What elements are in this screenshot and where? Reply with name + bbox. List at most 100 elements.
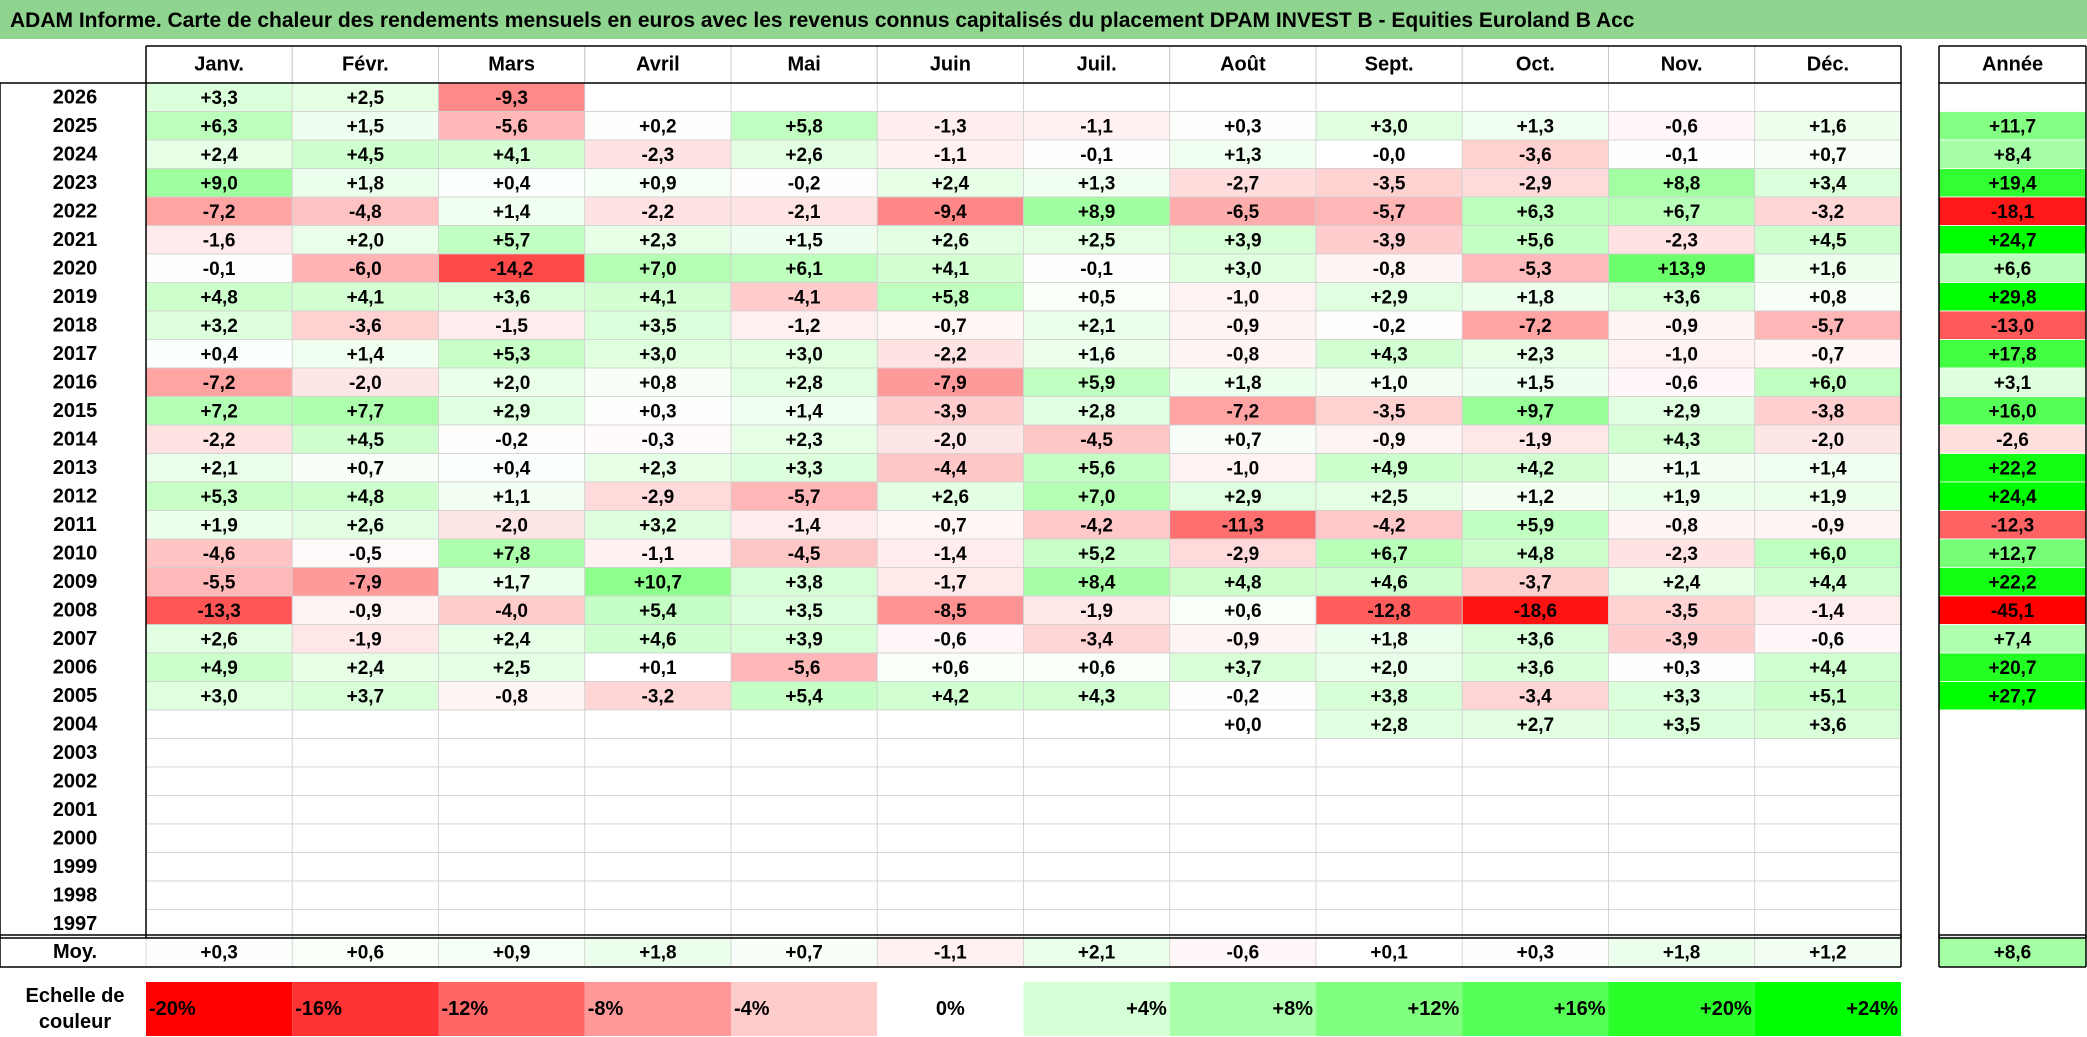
heatmap-cell: [730, 196, 878, 226]
heatmap-cell-label: -0,9: [1227, 629, 1260, 650]
heatmap-cell-label: +1,1: [1663, 458, 1701, 479]
heatmap-cell: [145, 253, 293, 283]
heatmap-cell: [876, 339, 1024, 369]
scale-tick-label: -20%: [149, 998, 196, 1020]
row-year-label: 2009: [53, 571, 98, 593]
heatmap-cell-label: -0,0: [1373, 145, 1406, 166]
heatmap-cell-label: +4,5: [347, 145, 385, 166]
row-year-label: 2007: [53, 628, 98, 650]
heatmap-cell-label: +7,0: [639, 259, 677, 280]
heatmap-cell-label: +2,7: [1517, 715, 1555, 736]
annual-cell: [1938, 880, 2087, 910]
heatmap-cell-label: +2,4: [347, 658, 385, 679]
heatmap-cell: [730, 538, 878, 568]
heatmap-cell: [1461, 139, 1609, 169]
month-header-label: Mars: [488, 54, 535, 76]
average-cell: [438, 936, 586, 968]
heatmap-cell: [1169, 852, 1317, 882]
row-year-label: 2017: [53, 343, 98, 365]
heatmap-cell-label: -4,2: [1080, 515, 1113, 536]
heatmap-cell: [730, 367, 878, 397]
heatmap-cell-label: +3,9: [785, 629, 823, 650]
heatmap-cell: [730, 111, 878, 141]
heatmap-cell: [1608, 510, 1756, 540]
heatmap-cell-label: +2,6: [347, 515, 385, 536]
heatmap-cell-label: +5,3: [200, 487, 238, 508]
heatmap-cell-label: -4,6: [203, 544, 236, 565]
heatmap-cell: [1023, 339, 1171, 369]
scale-tick-label: -16%: [295, 998, 342, 1020]
heatmap-cell: [730, 624, 878, 654]
heatmap-cell: [145, 367, 293, 397]
scale-swatch: [1169, 982, 1316, 1036]
row-year-label: 2001: [53, 799, 98, 821]
heatmap-cell-label: -3,9: [934, 401, 967, 422]
heatmap-cell-label: +4,6: [639, 629, 677, 650]
heatmap-cell: [291, 367, 439, 397]
heatmap-cell-label: +6,0: [1809, 544, 1847, 565]
heatmap-cell: [1023, 709, 1171, 739]
heatmap-cell: [1461, 880, 1609, 910]
heatmap-cell: [1754, 624, 1902, 654]
heatmap-cell: [1315, 795, 1463, 825]
annual-cell-label: +22,2: [1988, 572, 2036, 593]
heatmap-cell: [1315, 909, 1463, 939]
annual-cell: [1938, 909, 2087, 939]
heatmap-cell-label: +0,7: [1224, 430, 1262, 451]
heatmap-cell-label: +2,5: [1078, 230, 1116, 251]
heatmap-cell: [1754, 139, 1902, 169]
heatmap-cell-label: +2,9: [1224, 487, 1262, 508]
heatmap-cell: [1608, 196, 1756, 226]
heatmap-cell: [438, 766, 586, 796]
heatmap-cell-label: -0,1: [1080, 259, 1113, 280]
heatmap-cell-label: +3,8: [785, 572, 823, 593]
heatmap-cell: [145, 111, 293, 141]
heatmap-cell: [730, 310, 878, 340]
heatmap-cell: [1608, 909, 1756, 939]
heatmap-cell: [876, 852, 1024, 882]
heatmap-cell: [1023, 823, 1171, 853]
heatmap-cell-label: -3,5: [1373, 173, 1406, 194]
heatmap-cell-label: +2,5: [1370, 487, 1408, 508]
heatmap-cell-label: +3,2: [639, 515, 677, 536]
annual-cell: [1938, 709, 2087, 739]
heatmap-cell-label: -3,5: [1665, 601, 1698, 622]
row-year-label: 2008: [53, 599, 98, 621]
heatmap-cell-label: +7,0: [1078, 487, 1116, 508]
heatmap-cell-label: +6,7: [1663, 202, 1701, 223]
heatmap-cell-label: -4,1: [788, 287, 821, 308]
heatmap-cell-label: +1,8: [1517, 287, 1555, 308]
heatmap-cell-label: -0,8: [1665, 515, 1698, 536]
average-cell: [1023, 936, 1171, 968]
heatmap-cell-label: +3,6: [1809, 715, 1847, 736]
heatmap-cell-label: -5,5: [203, 572, 236, 593]
heatmap-cell-label: +0,1: [639, 658, 677, 679]
average-cell: [291, 936, 439, 968]
heatmap-cell-label: +2,4: [200, 145, 238, 166]
heatmap-cell: [1023, 795, 1171, 825]
row-year-label: 2006: [53, 656, 98, 678]
heatmap-cell-label: -3,2: [642, 686, 675, 707]
heatmap-cell: [1608, 538, 1756, 568]
heatmap-cell: [1461, 196, 1609, 226]
heatmap-cell: [1169, 310, 1317, 340]
heatmap-cell: [1315, 396, 1463, 426]
row-year-label: 2010: [53, 542, 98, 564]
heatmap-cell-label: +1,3: [1078, 173, 1116, 194]
heatmap-cell: [1023, 681, 1171, 711]
heatmap-cell: [1461, 681, 1609, 711]
annual-cell-label: -18,1: [1991, 202, 2035, 223]
heatmap-cell: [291, 111, 439, 141]
row-year-label: 1999: [53, 856, 98, 878]
heatmap-cell: [730, 453, 878, 483]
average-cell-label: +0,9: [493, 943, 531, 964]
heatmap-cell: [1023, 880, 1171, 910]
heatmap-cell-label: +6,0: [1809, 373, 1847, 394]
heatmap-cell-label: +1,3: [1224, 145, 1262, 166]
heatmap-cell-label: -2,0: [349, 373, 382, 394]
heatmap-cell-label: +1,4: [347, 344, 385, 365]
heatmap-cell-label: -2,2: [934, 344, 967, 365]
heatmap-cell: [291, 738, 439, 768]
annual-cell-label: +12,7: [1988, 544, 2036, 565]
heatmap-cell-label: +3,3: [785, 458, 823, 479]
